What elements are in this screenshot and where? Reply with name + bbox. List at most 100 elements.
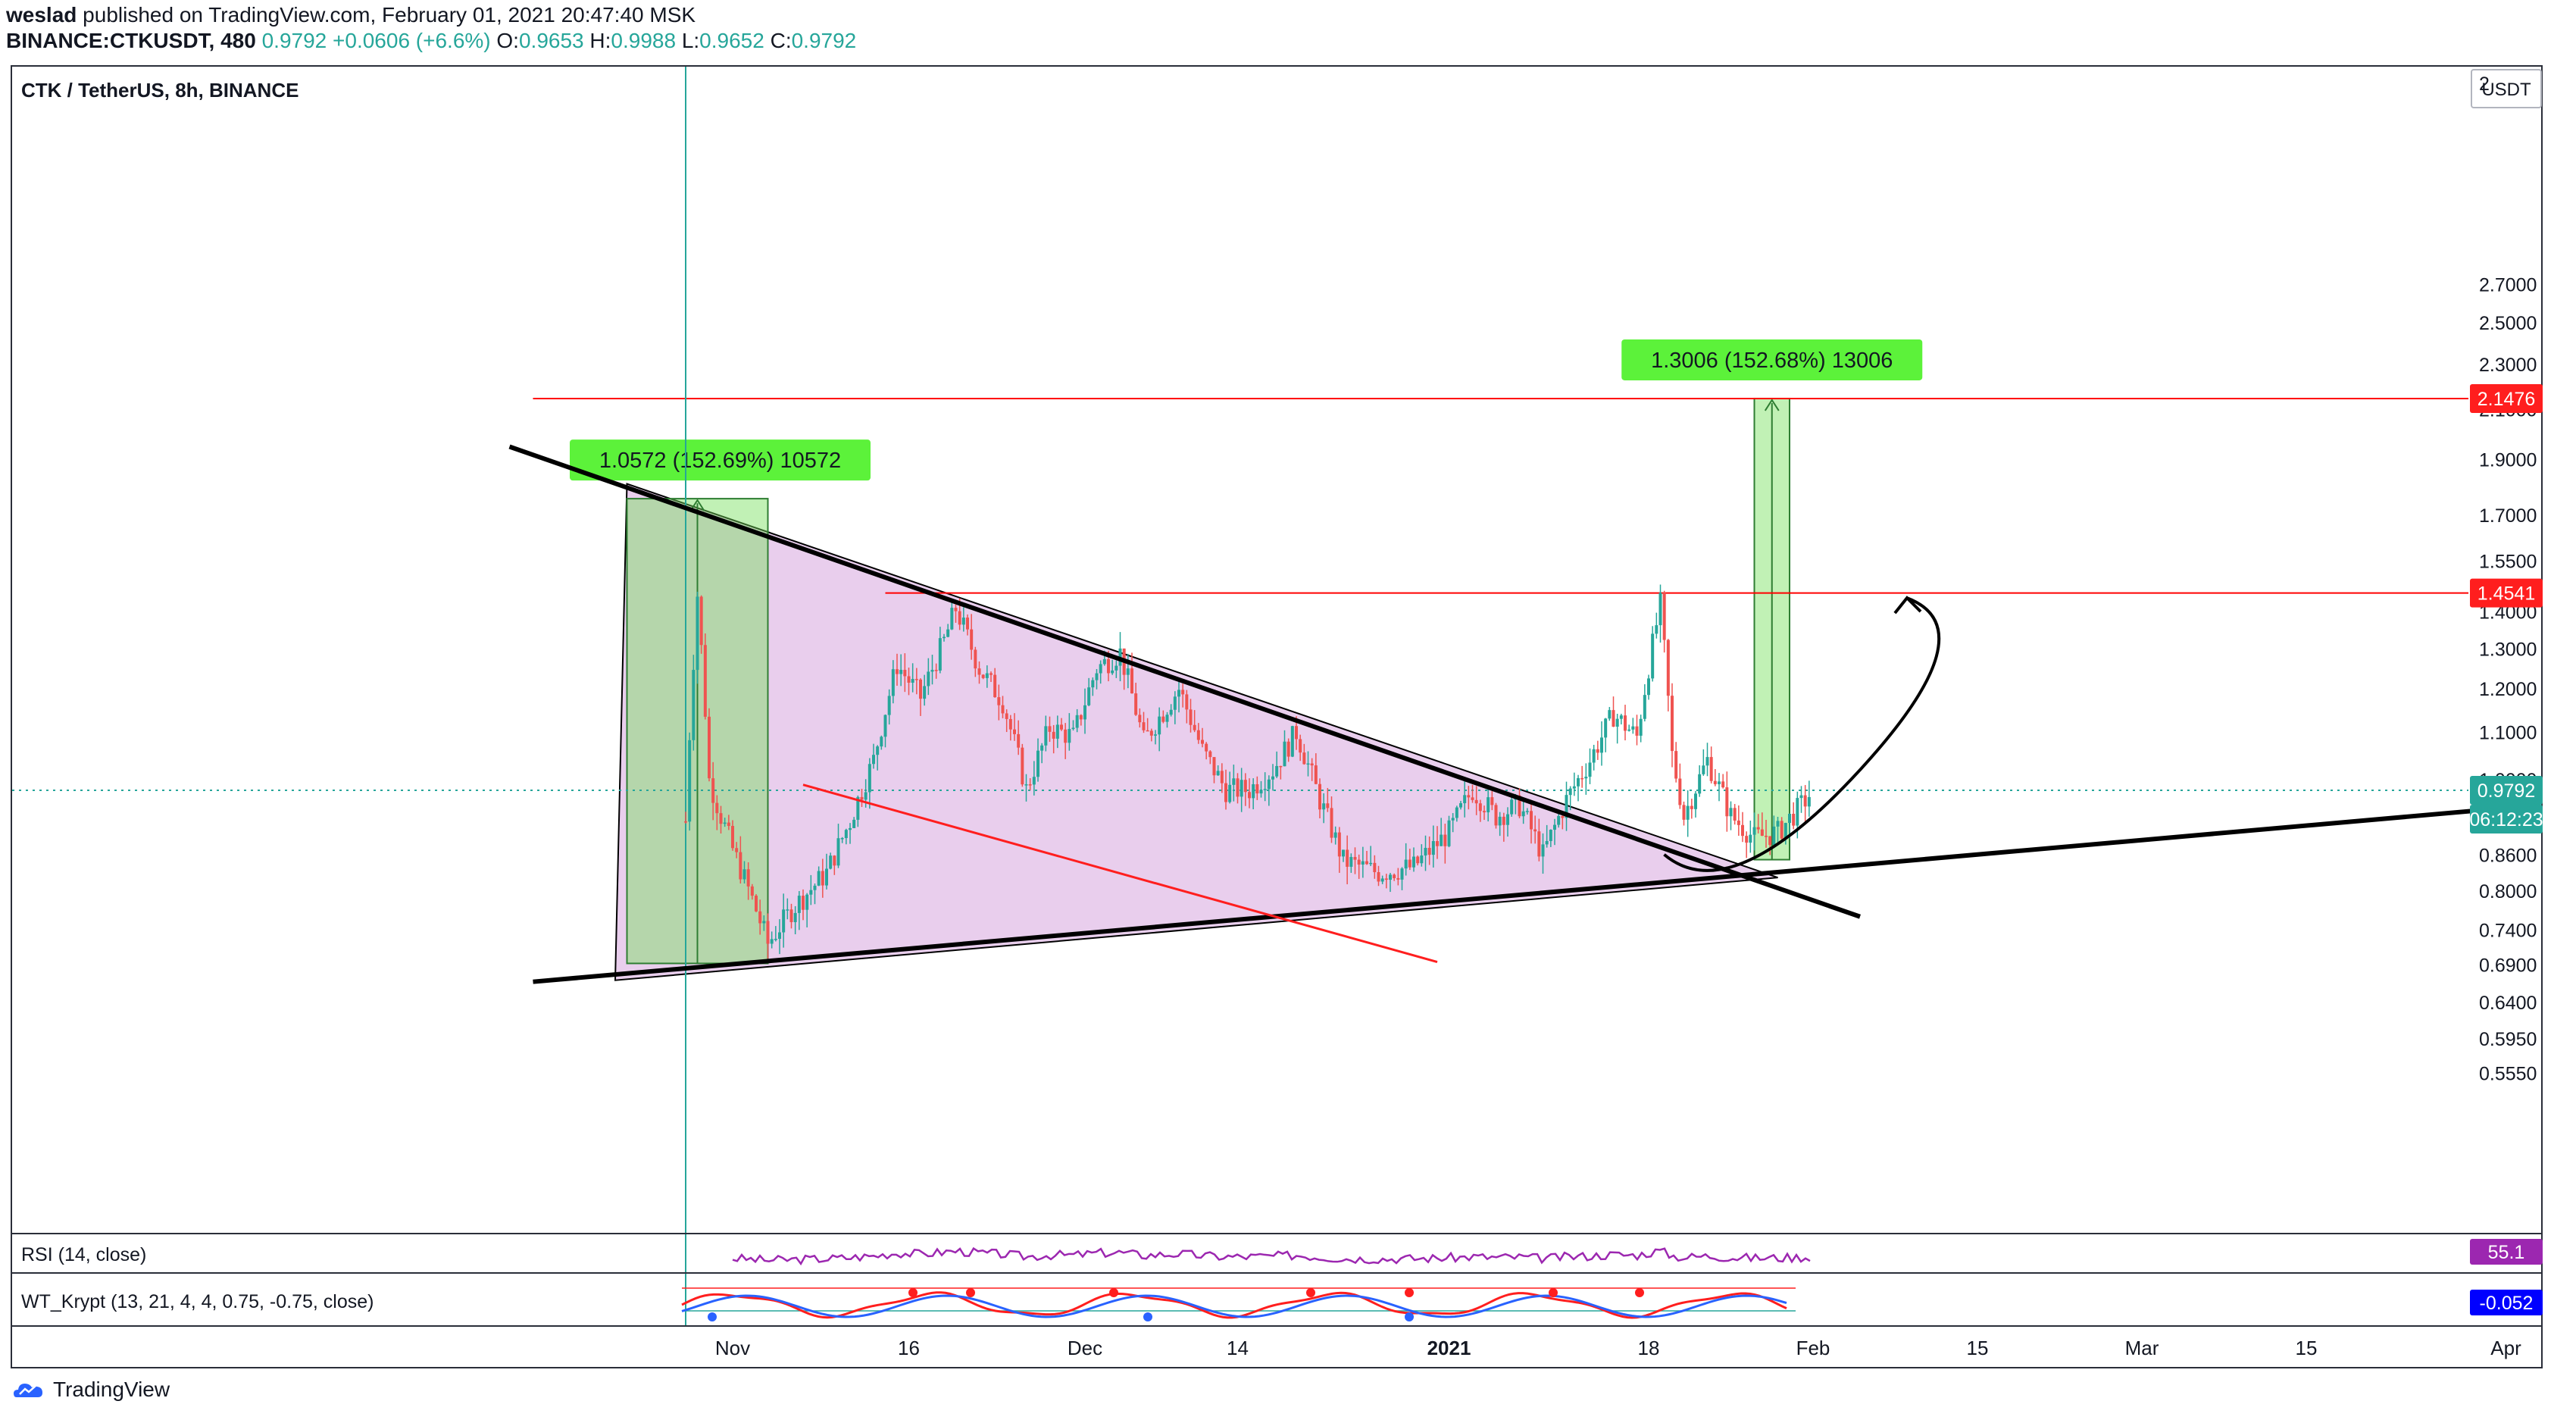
- upper-trendline[interactable]: [508, 444, 1861, 919]
- time-tick-label: 16: [898, 1337, 920, 1359]
- candle-body: [1236, 778, 1240, 797]
- candle-body: [762, 921, 766, 924]
- candle-body: [1713, 780, 1717, 784]
- candle-body: [1698, 774, 1702, 794]
- time-tick-label: 14: [1227, 1337, 1249, 1359]
- candle-body: [1412, 856, 1415, 868]
- candle-body: [1635, 726, 1639, 736]
- chart-frame[interactable]: [11, 65, 2543, 1368]
- candle-body: [934, 670, 938, 671]
- candle-body: [786, 909, 789, 911]
- unit-selector[interactable]: [2471, 69, 2542, 108]
- candle-body: [1561, 815, 1565, 818]
- candle-body: [1631, 726, 1635, 730]
- candle-body: [1651, 633, 1655, 679]
- candle-body: [989, 673, 993, 675]
- red-support-trendline[interactable]: [802, 783, 1438, 964]
- candle-body: [1173, 696, 1177, 710]
- price-tick-label: 0.6900: [2479, 955, 2537, 976]
- candle-body: [755, 896, 758, 912]
- wt-value-badge: [2470, 1290, 2543, 1315]
- candle-body: [1752, 827, 1756, 835]
- candle-body: [856, 796, 860, 820]
- candle-body: [727, 822, 730, 827]
- candle-body: [805, 894, 809, 910]
- candle-body: [1447, 820, 1451, 846]
- candle-body: [927, 671, 930, 686]
- candle-body: [896, 669, 899, 674]
- high-value: 0.9988: [611, 29, 677, 52]
- candle-body: [684, 821, 687, 823]
- candle-body: [1142, 722, 1146, 730]
- candle-body: [1044, 726, 1048, 746]
- candle-body: [1792, 814, 1796, 826]
- candle-body: [1177, 690, 1180, 697]
- price-tick-label: 0.6400: [2479, 993, 2537, 1014]
- candle-body: [849, 827, 852, 830]
- candle-body: [1008, 718, 1012, 730]
- projection-arrow-head: [1893, 596, 1922, 615]
- candle-body: [1420, 855, 1424, 864]
- candle-body: [1252, 783, 1255, 799]
- candle-body: [1627, 729, 1631, 731]
- candle-body: [766, 921, 770, 944]
- candle-body: [1768, 836, 1772, 846]
- last-price: 0.9792: [261, 29, 327, 52]
- time-tick-label: 18: [1638, 1337, 1660, 1359]
- candle-body: [1799, 795, 1803, 799]
- author-name[interactable]: weslad: [6, 3, 77, 27]
- projection-curve[interactable]: [1663, 596, 1941, 872]
- candle-body: [1169, 709, 1173, 715]
- price-tick-label: 2.7000: [2479, 274, 2537, 296]
- candle-body: [864, 792, 868, 800]
- candle-body: [860, 796, 864, 800]
- candle-body: [802, 896, 805, 910]
- symbol-summary: BINANCE:CTKUSDT, 480 0.9792 +0.0606 (+6.…: [6, 29, 856, 53]
- candle-body: [789, 909, 793, 923]
- candle-body: [1674, 751, 1678, 779]
- countdown-badge: [2470, 804, 2543, 833]
- wt-cross-dot: [1109, 1288, 1118, 1297]
- candle-body: [1342, 849, 1345, 857]
- candle-body: [1494, 805, 1498, 826]
- candle-body: [1314, 765, 1318, 784]
- candle-body: [750, 886, 754, 896]
- candle-body: [758, 911, 762, 924]
- candle-body: [1702, 765, 1705, 774]
- wt-line-1: [681, 1291, 1787, 1319]
- candle-body: [1290, 726, 1294, 757]
- candle-body: [1283, 741, 1286, 767]
- candle-body: [731, 826, 734, 849]
- candle-body: [746, 869, 750, 887]
- candle-body: [1506, 814, 1509, 825]
- candle-body: [1357, 859, 1361, 865]
- candle-body: [1718, 781, 1721, 784]
- price-tick-label: 0.8000: [2479, 881, 2537, 902]
- candle-body: [770, 939, 774, 944]
- candle-body: [1745, 836, 1749, 843]
- candle-body: [958, 611, 961, 625]
- candle-body: [868, 764, 871, 793]
- candle-body: [1776, 821, 1780, 827]
- lower-trendline[interactable]: [533, 805, 2506, 984]
- candle-body: [872, 755, 875, 765]
- price-tick-label: 0.8600: [2479, 845, 2537, 866]
- candle-body: [1048, 726, 1052, 732]
- time-tick-label: Mar: [2125, 1337, 2159, 1359]
- candle-body: [943, 636, 946, 639]
- candle-body: [1114, 665, 1118, 671]
- candle-body: [1487, 797, 1490, 813]
- candle-body: [1326, 803, 1330, 808]
- countdown-label: 06:12:23: [2469, 809, 2543, 830]
- candle-body: [1302, 752, 1306, 765]
- candle-body: [1346, 849, 1349, 867]
- candle-body: [1146, 730, 1149, 732]
- candle-body: [903, 670, 907, 677]
- candle-body: [1572, 786, 1576, 789]
- publish-info: weslad published on TradingView.com, Feb…: [6, 3, 696, 27]
- candle-body: [1580, 777, 1584, 780]
- tradingview-footer[interactable]: TradingView: [12, 1378, 170, 1402]
- chart-title: CTK / TetherUS, 8h, BINANCE: [21, 79, 299, 102]
- triangle-pattern[interactable]: [614, 483, 1778, 981]
